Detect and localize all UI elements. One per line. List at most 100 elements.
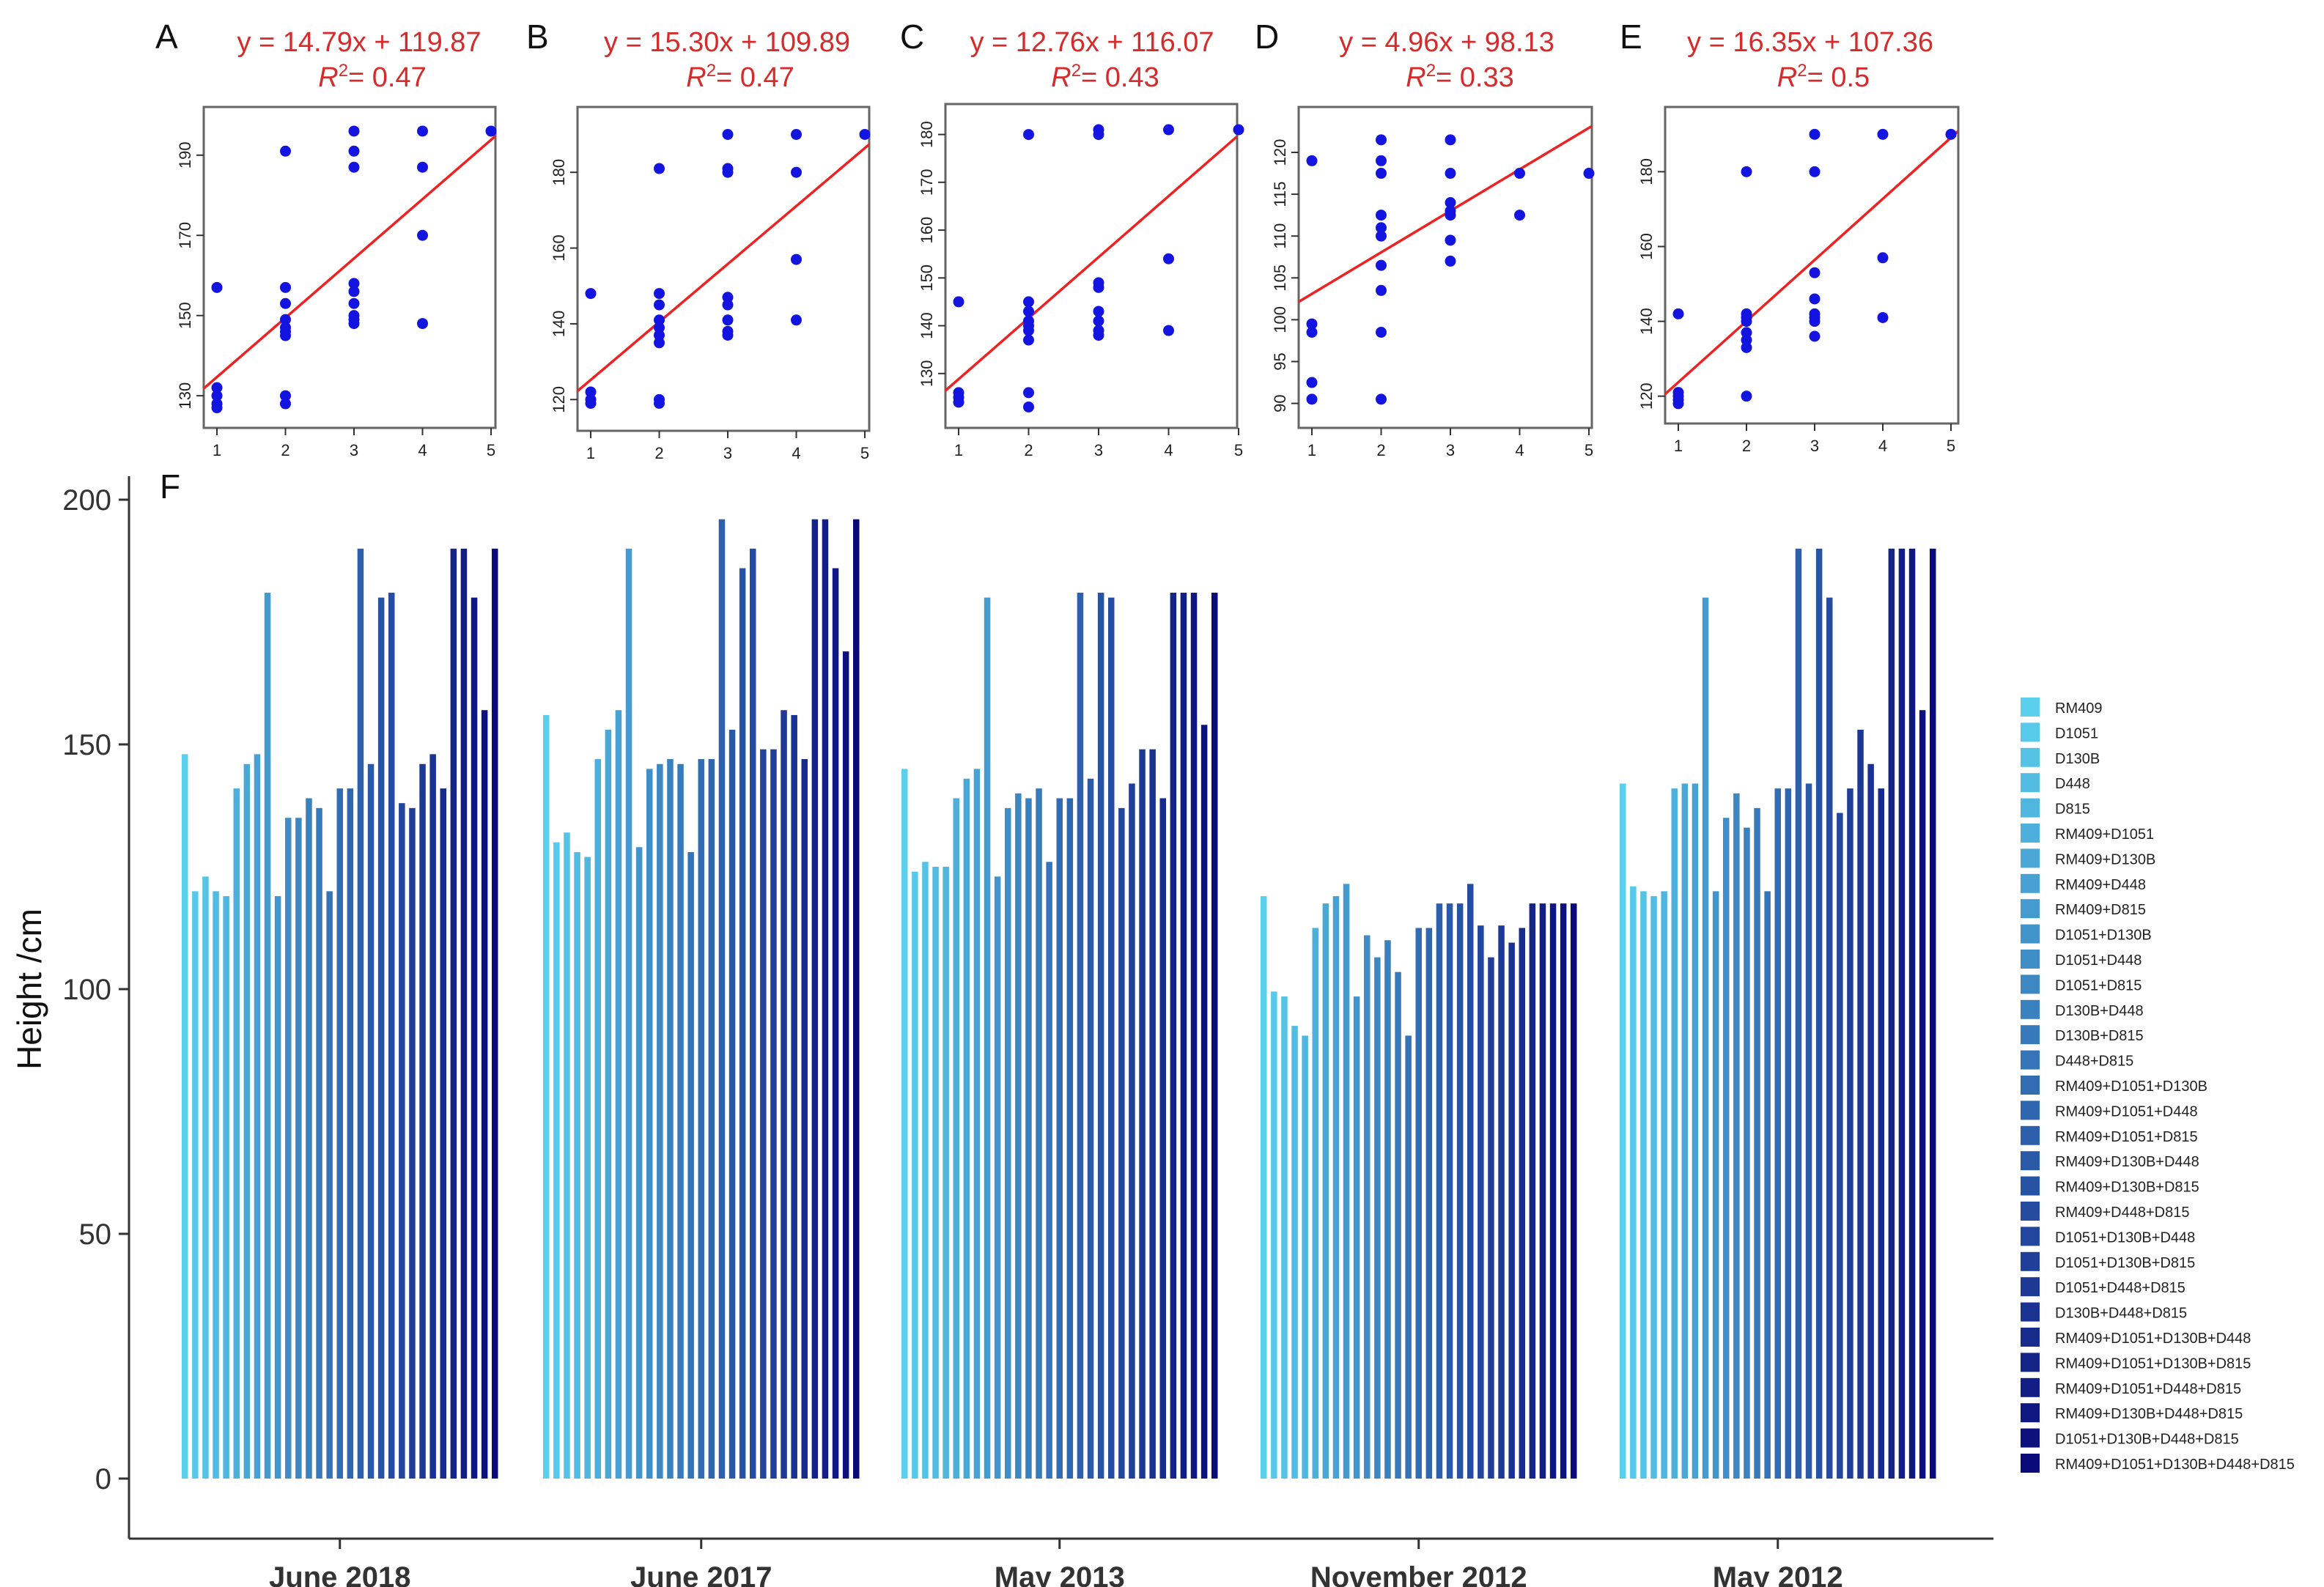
legend-label: D815 — [2055, 802, 2090, 818]
legend-swatch — [2021, 1251, 2040, 1271]
data-point — [1023, 334, 1034, 346]
data-point — [791, 129, 802, 141]
bar — [1712, 891, 1719, 1479]
legend-swatch — [2021, 1050, 2040, 1070]
legend-label: D1051+D130B+D448 — [2055, 1229, 2195, 1246]
legend-item: RM409+D1051+D448 — [2021, 1100, 2198, 1120]
bar — [822, 519, 829, 1479]
regression-line — [578, 142, 869, 393]
y-tick-label: 120 — [1271, 139, 1289, 166]
y-tick-label: 180 — [918, 121, 936, 148]
legend-swatch — [2021, 899, 2040, 919]
data-point — [1023, 129, 1034, 141]
x-tick-label: 3 — [350, 441, 358, 459]
bar — [316, 807, 322, 1479]
data-point — [1741, 316, 1752, 328]
x-tick-label: 3 — [1094, 441, 1103, 459]
x-tick-label: June 2017 — [630, 1561, 772, 1587]
bar — [367, 763, 375, 1479]
bar — [1364, 935, 1371, 1479]
bar — [1571, 903, 1577, 1479]
data-point — [1233, 124, 1244, 136]
bar — [1650, 896, 1657, 1479]
bar — [853, 519, 860, 1479]
bar — [1857, 729, 1864, 1479]
bar — [1211, 592, 1218, 1479]
legend-label: D130B+D448+D815 — [2055, 1306, 2187, 1322]
x-axis: 1 2 3 4 5 — [213, 428, 495, 459]
bar — [1549, 903, 1557, 1479]
bar — [1908, 548, 1916, 1479]
data-point — [280, 281, 291, 293]
data-point — [211, 281, 223, 293]
bar — [1467, 884, 1474, 1479]
bar — [1077, 592, 1084, 1479]
y-tick-label: 105 — [1271, 264, 1289, 292]
data-point — [280, 314, 291, 325]
legend-label: D1051+D448 — [2055, 952, 2142, 969]
y-tick-label: 130 — [176, 382, 194, 410]
data-point — [1093, 129, 1104, 141]
bar — [1640, 891, 1647, 1479]
data-points — [1306, 134, 1595, 405]
bar — [708, 759, 715, 1479]
regression-equation: y = 4.96x + 98.13 — [1339, 27, 1554, 58]
bar — [635, 847, 643, 1479]
data-point — [1023, 387, 1034, 399]
regression-line — [945, 134, 1237, 393]
y-tick-label: 180 — [550, 159, 568, 186]
bar — [264, 592, 271, 1479]
bar — [605, 729, 612, 1479]
bar — [1291, 1026, 1298, 1479]
bar — [1498, 925, 1505, 1479]
legend-label: D1051+D130B — [2055, 928, 2152, 944]
bar — [1005, 807, 1011, 1479]
y-tick-label: 0 — [95, 1463, 111, 1495]
data-point — [280, 330, 291, 341]
bar — [1271, 991, 1277, 1479]
x-axis: 1 2 3 4 5 — [954, 428, 1243, 459]
legend-swatch — [2021, 1100, 2040, 1120]
legend-swatch — [2021, 798, 2040, 818]
legend-swatch — [2021, 1176, 2040, 1196]
legend-label: D448 — [2055, 776, 2090, 792]
legend-swatch — [2021, 950, 2040, 969]
data-point — [654, 163, 665, 174]
plot-frame — [576, 106, 871, 432]
bar — [1733, 793, 1740, 1479]
bar — [1508, 942, 1515, 1479]
data-point — [1877, 128, 1889, 140]
legend-label: RM409+D1051+D130B — [2055, 1079, 2207, 1095]
panel-label: C — [900, 18, 924, 56]
bar — [295, 818, 302, 1479]
y-tick-label: 160 — [550, 234, 568, 262]
data-point — [722, 329, 734, 341]
bar — [1046, 862, 1052, 1479]
bar — [1539, 903, 1546, 1479]
y-tick-label: 150 — [62, 729, 111, 761]
x-tick-label: 4 — [1878, 437, 1887, 455]
data-point — [1093, 315, 1104, 327]
x-tick-label: 1 — [586, 444, 595, 462]
bar — [1692, 783, 1699, 1479]
y-tick-label: 160 — [1637, 233, 1656, 260]
x-tick-label: 5 — [860, 444, 869, 462]
bar-group — [543, 519, 860, 1479]
data-point — [1445, 234, 1456, 246]
data-point — [1376, 284, 1387, 296]
x-tick-label: 3 — [723, 444, 732, 462]
legend-swatch — [2021, 1151, 2040, 1171]
bar — [832, 568, 839, 1479]
data-point — [585, 397, 597, 409]
data-point — [1376, 259, 1387, 271]
data-point — [1741, 391, 1752, 402]
data-point — [1945, 128, 1957, 140]
legend-swatch — [2021, 747, 2040, 767]
data-point — [1023, 296, 1034, 308]
legend-item: RM409+D130B+D448 — [2021, 1151, 2199, 1171]
legend-swatch — [2021, 1076, 2040, 1095]
bars — [182, 519, 1936, 1479]
bar — [213, 891, 219, 1479]
y-axis-title: Height /cm — [10, 909, 48, 1070]
